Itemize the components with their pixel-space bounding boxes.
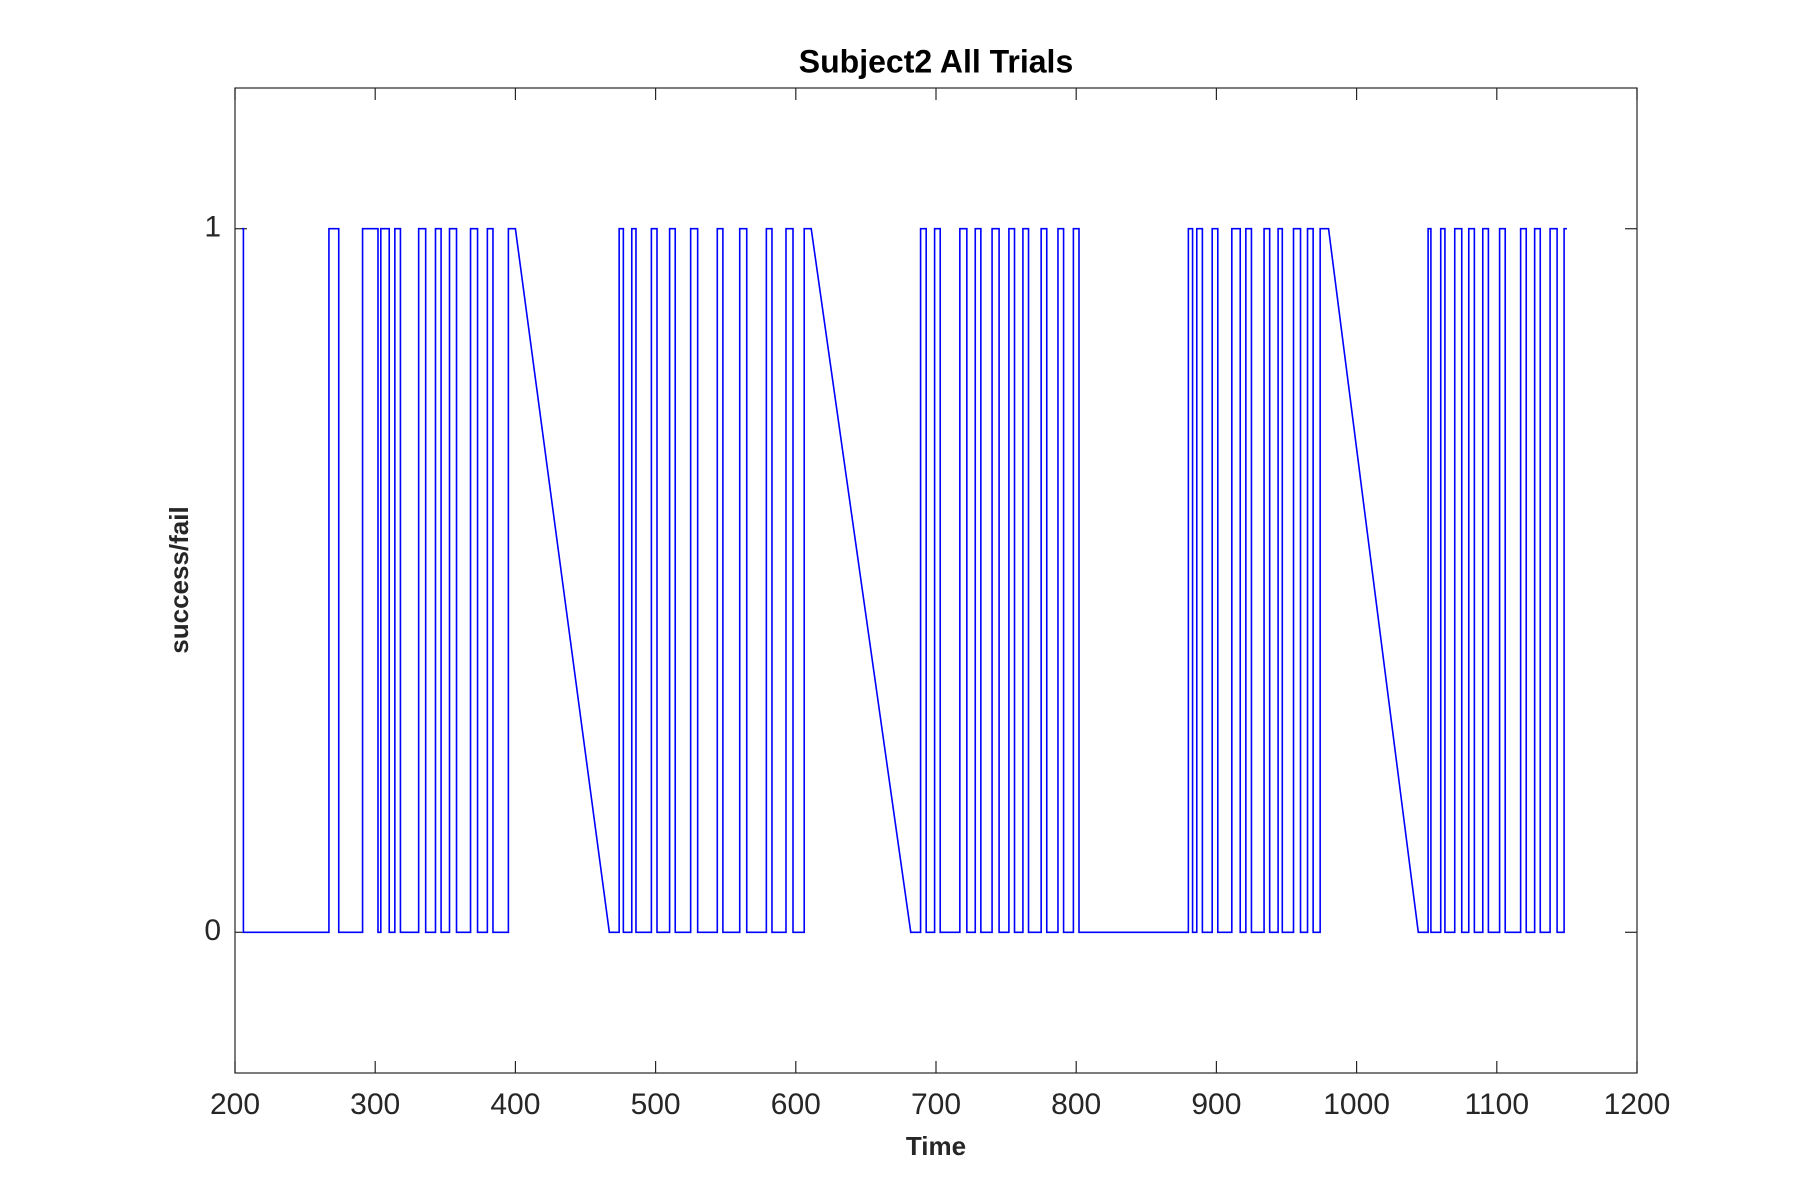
- chart-title: Subject2 All Trials: [799, 43, 1073, 79]
- axes-box: [234, 87, 1638, 1074]
- x-axis-label: Time: [906, 1131, 966, 1161]
- x-tick-label: 1200: [1604, 1088, 1671, 1121]
- y-tick-label: 0: [204, 914, 221, 947]
- x-tick-label: 700: [911, 1088, 961, 1121]
- x-tick-label: 600: [771, 1088, 821, 1121]
- x-tick-label: 1000: [1323, 1088, 1390, 1121]
- x-tick-label: 800: [1051, 1088, 1101, 1121]
- x-tick-label: 300: [350, 1088, 400, 1121]
- y-tick-label: 1: [204, 211, 221, 244]
- x-tick-label: 900: [1191, 1088, 1241, 1121]
- x-tick-label: 200: [210, 1088, 260, 1121]
- x-tick-label: 1100: [1465, 1088, 1530, 1121]
- y-axis-label: success/fail: [164, 506, 194, 653]
- x-tick-label: 400: [490, 1088, 540, 1121]
- data-line: [242, 227, 1567, 934]
- x-tick-label: 500: [631, 1088, 681, 1121]
